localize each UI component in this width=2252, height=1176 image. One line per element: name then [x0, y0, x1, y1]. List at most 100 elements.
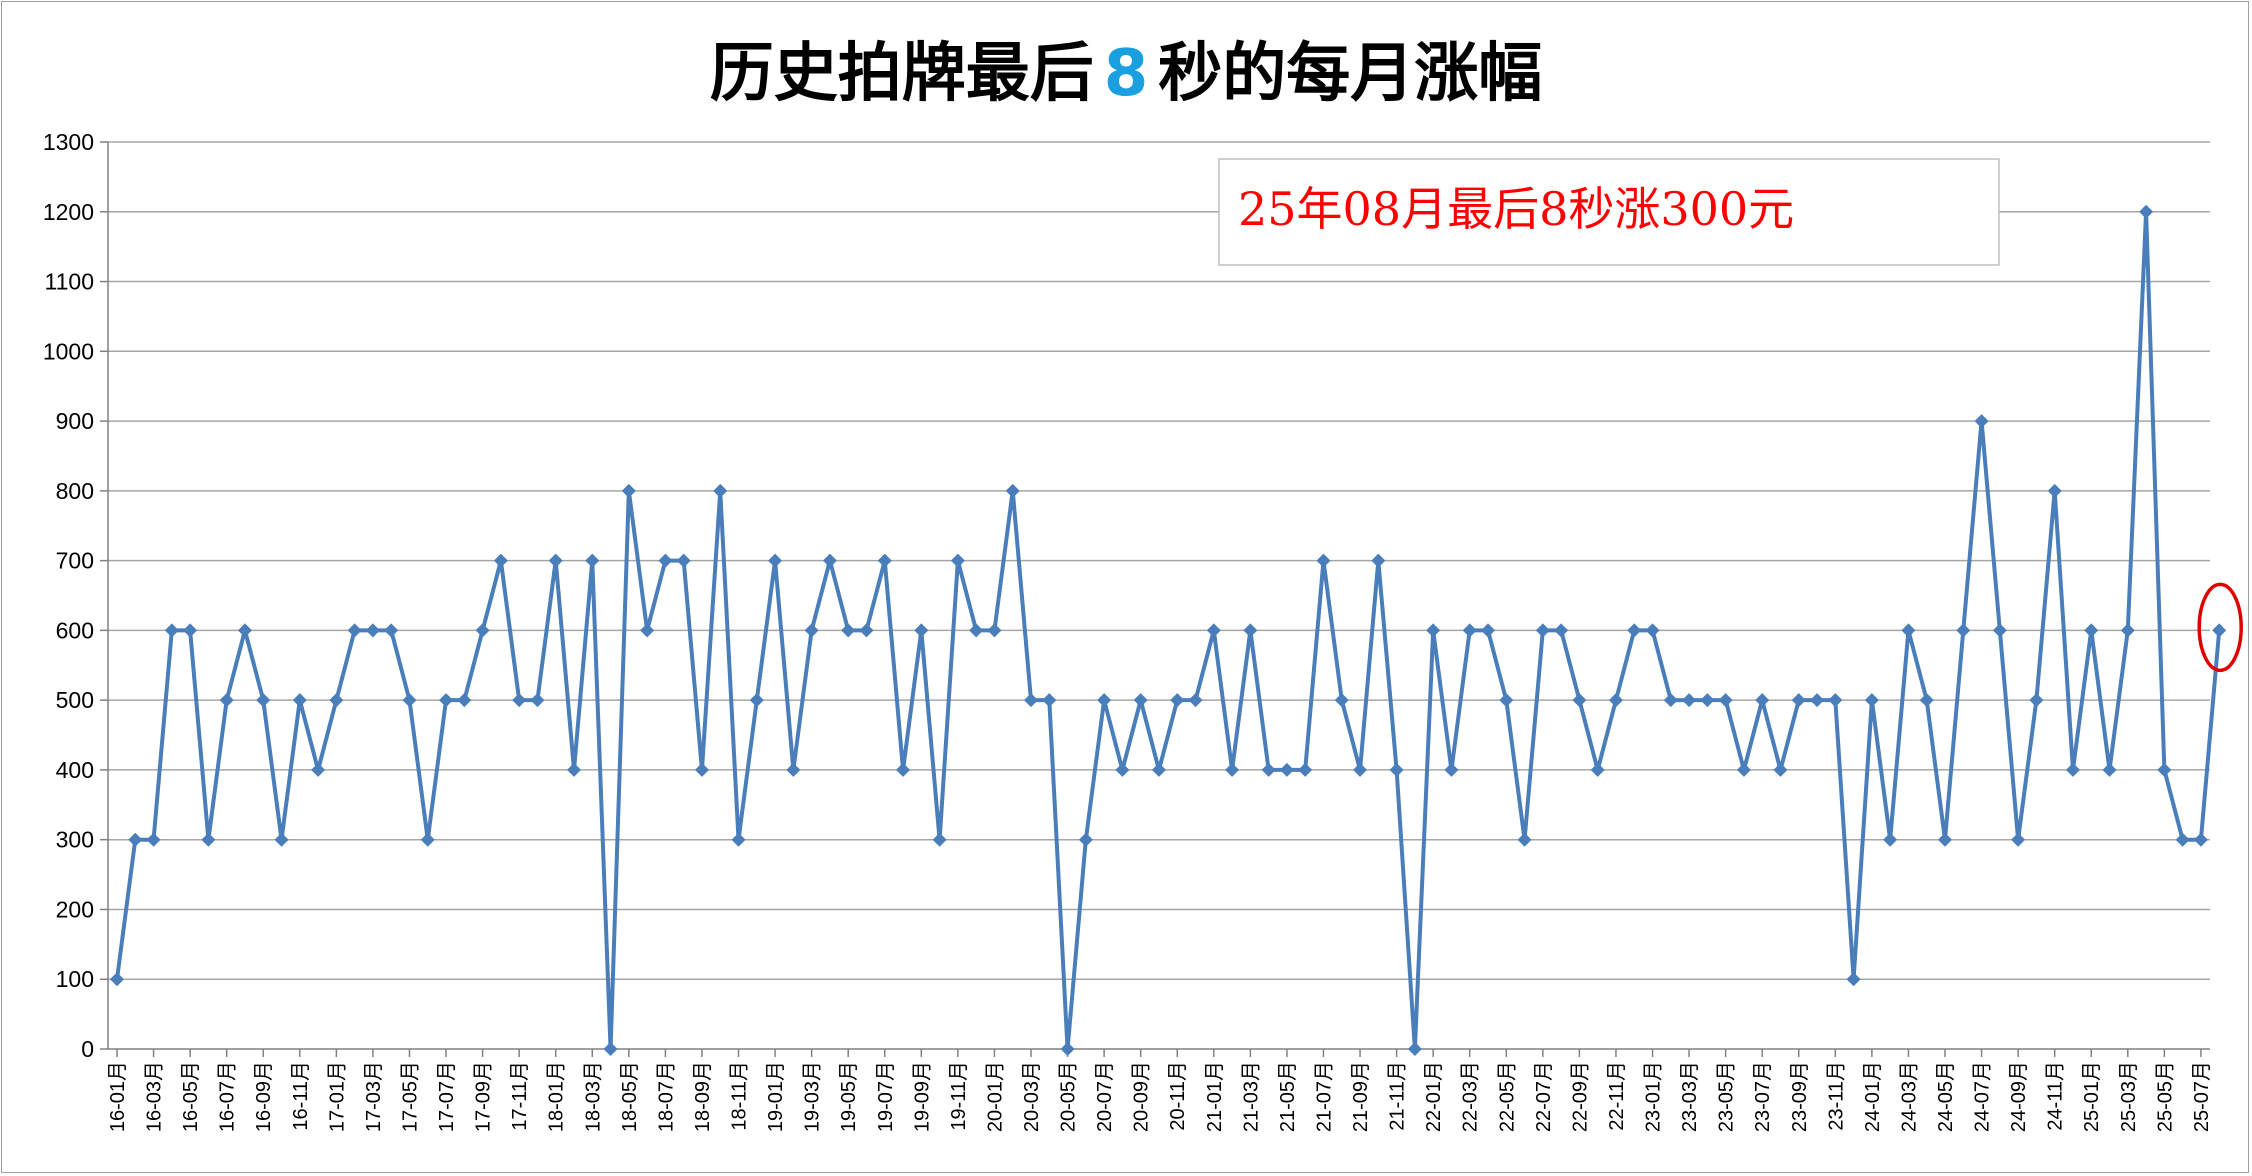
chart-title: 历史拍牌最后 8 秒的每月涨幅 [710, 37, 1543, 111]
x-tick-label: 19-05月 [838, 1061, 860, 1132]
data-point-16-06月 [201, 832, 216, 847]
y-axis-tick-labels: 0 100 200 300 400 500 600 700 800 900 1000 1100 1200… [43, 129, 94, 1062]
data-point-23-01月 [1645, 623, 1660, 638]
data-point-16-12月 [311, 762, 326, 777]
data-point-19-01月 [768, 553, 783, 568]
data-point-21-04月 [1261, 762, 1276, 777]
data-point-23-11月 [1828, 693, 1843, 708]
x-tick-label: 23-07月 [1752, 1061, 1774, 1132]
data-point-17-03月 [365, 623, 380, 638]
data-point-23-04月 [1700, 693, 1715, 708]
data-point-17-05月 [402, 693, 417, 708]
data-point-25-05月 [2157, 762, 2172, 777]
x-tick-label: 24-11月 [2045, 1061, 2067, 1131]
data-point-25-04月 [2139, 204, 2154, 219]
data-point-22-06月 [1517, 832, 1532, 847]
x-tick-label: 23-09月 [1789, 1061, 1811, 1132]
x-tick-label: 16-11月 [290, 1061, 312, 1131]
data-point-24-02月 [1883, 832, 1898, 847]
data-point-24-07月 [1974, 414, 1989, 429]
data-point-19-12月 [969, 623, 984, 638]
y-tick-label: 1300 [43, 129, 94, 155]
data-point-18-02月 [567, 762, 581, 777]
x-tick-label: 18-05月 [619, 1061, 641, 1132]
data-point-23-03月 [1682, 693, 1697, 708]
y-tick-label: 600 [56, 617, 94, 643]
x-tick-label: 21-09月 [1350, 1061, 1372, 1132]
data-point-21-08月 [1334, 693, 1349, 708]
data-point-24-06月 [1956, 623, 1971, 638]
x-tick-label: 23-11月 [1825, 1061, 1847, 1131]
data-point-25-08月 [2212, 623, 2227, 638]
x-tick-label: 20-07月 [1094, 1061, 1116, 1132]
data-point-17-12月 [530, 693, 545, 708]
data-point-18-03月 [585, 553, 600, 568]
data-point-18-01月 [548, 553, 563, 568]
x-tick-label: 18-11月 [729, 1061, 751, 1131]
data-point-21-12月 [1407, 1042, 1422, 1056]
data-point-18-10月 [713, 483, 728, 498]
y-tick-label: 900 [56, 408, 94, 434]
x-tick-label: 24-03月 [1898, 1061, 1920, 1132]
x-tick-label: 22-03月 [1460, 1061, 1482, 1132]
data-point-20-05月 [1060, 1042, 1075, 1056]
data-point-21-01月 [1206, 623, 1221, 638]
x-tick-label: 20-09月 [1131, 1061, 1153, 1132]
data-point-19-02月 [786, 762, 801, 777]
data-point-17-01月 [329, 693, 344, 708]
y-tick-label: 0 [81, 1036, 94, 1062]
data-point-25-01月 [2084, 623, 2099, 638]
data-point-22-02月 [1444, 762, 1459, 777]
y-tick-label: 1000 [43, 338, 94, 364]
data-point-20-01月 [987, 623, 1002, 638]
x-tick-label: 23-01月 [1643, 1061, 1665, 1132]
data-point-20-03月 [1024, 693, 1038, 708]
data-point-22-05月 [1499, 693, 1514, 708]
data-point-22-04月 [1481, 623, 1495, 638]
data-point-18-11月 [731, 832, 746, 847]
data-point-17-11月 [512, 693, 527, 708]
data-point-20-06月 [1078, 832, 1093, 847]
x-tick-label: 21-03月 [1240, 1061, 1262, 1132]
data-point-19-07月 [877, 553, 892, 568]
data-point-19-05月 [841, 623, 856, 638]
x-tick-label: 25-05月 [2154, 1061, 2176, 1132]
chart-title-suffix: 秒的每月涨幅 [1158, 37, 1542, 111]
series-layer [115, 209, 2222, 1051]
data-point-24-01月 [1864, 693, 1879, 708]
data-point-22-07月 [1535, 623, 1550, 638]
x-tick-label: 17-01月 [326, 1061, 348, 1132]
data-point-25-02月 [2102, 762, 2117, 777]
data-point-20-12月 [1188, 693, 1203, 708]
x-tick-label: 25-03月 [2118, 1061, 2140, 1132]
x-tick-label: 18-03月 [582, 1061, 604, 1132]
x-tick-label: 24-09月 [2008, 1061, 2030, 1132]
data-point-20-11月 [1170, 693, 1185, 708]
y-tick-label: 400 [56, 757, 94, 783]
x-tick-label: 22-01月 [1423, 1061, 1445, 1132]
data-point-21-03月 [1243, 623, 1258, 638]
data-point-16-10月 [274, 832, 289, 847]
x-tick-label: 19-09月 [911, 1061, 933, 1132]
data-point-21-10月 [1371, 553, 1386, 568]
data-point-16-02月 [128, 832, 143, 847]
x-tick-label: 23-05月 [1716, 1061, 1738, 1132]
x-tick-label: 20-03月 [1021, 1061, 1043, 1132]
chart-title-highlight: 8 [1104, 37, 1149, 111]
data-point-22-03月 [1462, 623, 1477, 638]
data-point-16-07月 [219, 693, 234, 708]
highlight-layer [2197, 582, 2243, 673]
data-point-21-09月 [1353, 762, 1368, 777]
data-point-16-01月 [110, 972, 124, 987]
data-point-23-02月 [1663, 693, 1678, 708]
data-point-21-07月 [1316, 553, 1331, 568]
data-point-20-08月 [1115, 762, 1130, 777]
x-tick-label: 22-11月 [1606, 1061, 1628, 1131]
y-tick-label: 1100 [45, 269, 94, 295]
data-point-20-10月 [1151, 762, 1166, 777]
x-tick-label: 22-07月 [1533, 1061, 1555, 1132]
data-point-18-07月 [658, 553, 673, 568]
data-point-22-12月 [1627, 623, 1642, 638]
x-tick-label: 20-05月 [1058, 1061, 1080, 1132]
